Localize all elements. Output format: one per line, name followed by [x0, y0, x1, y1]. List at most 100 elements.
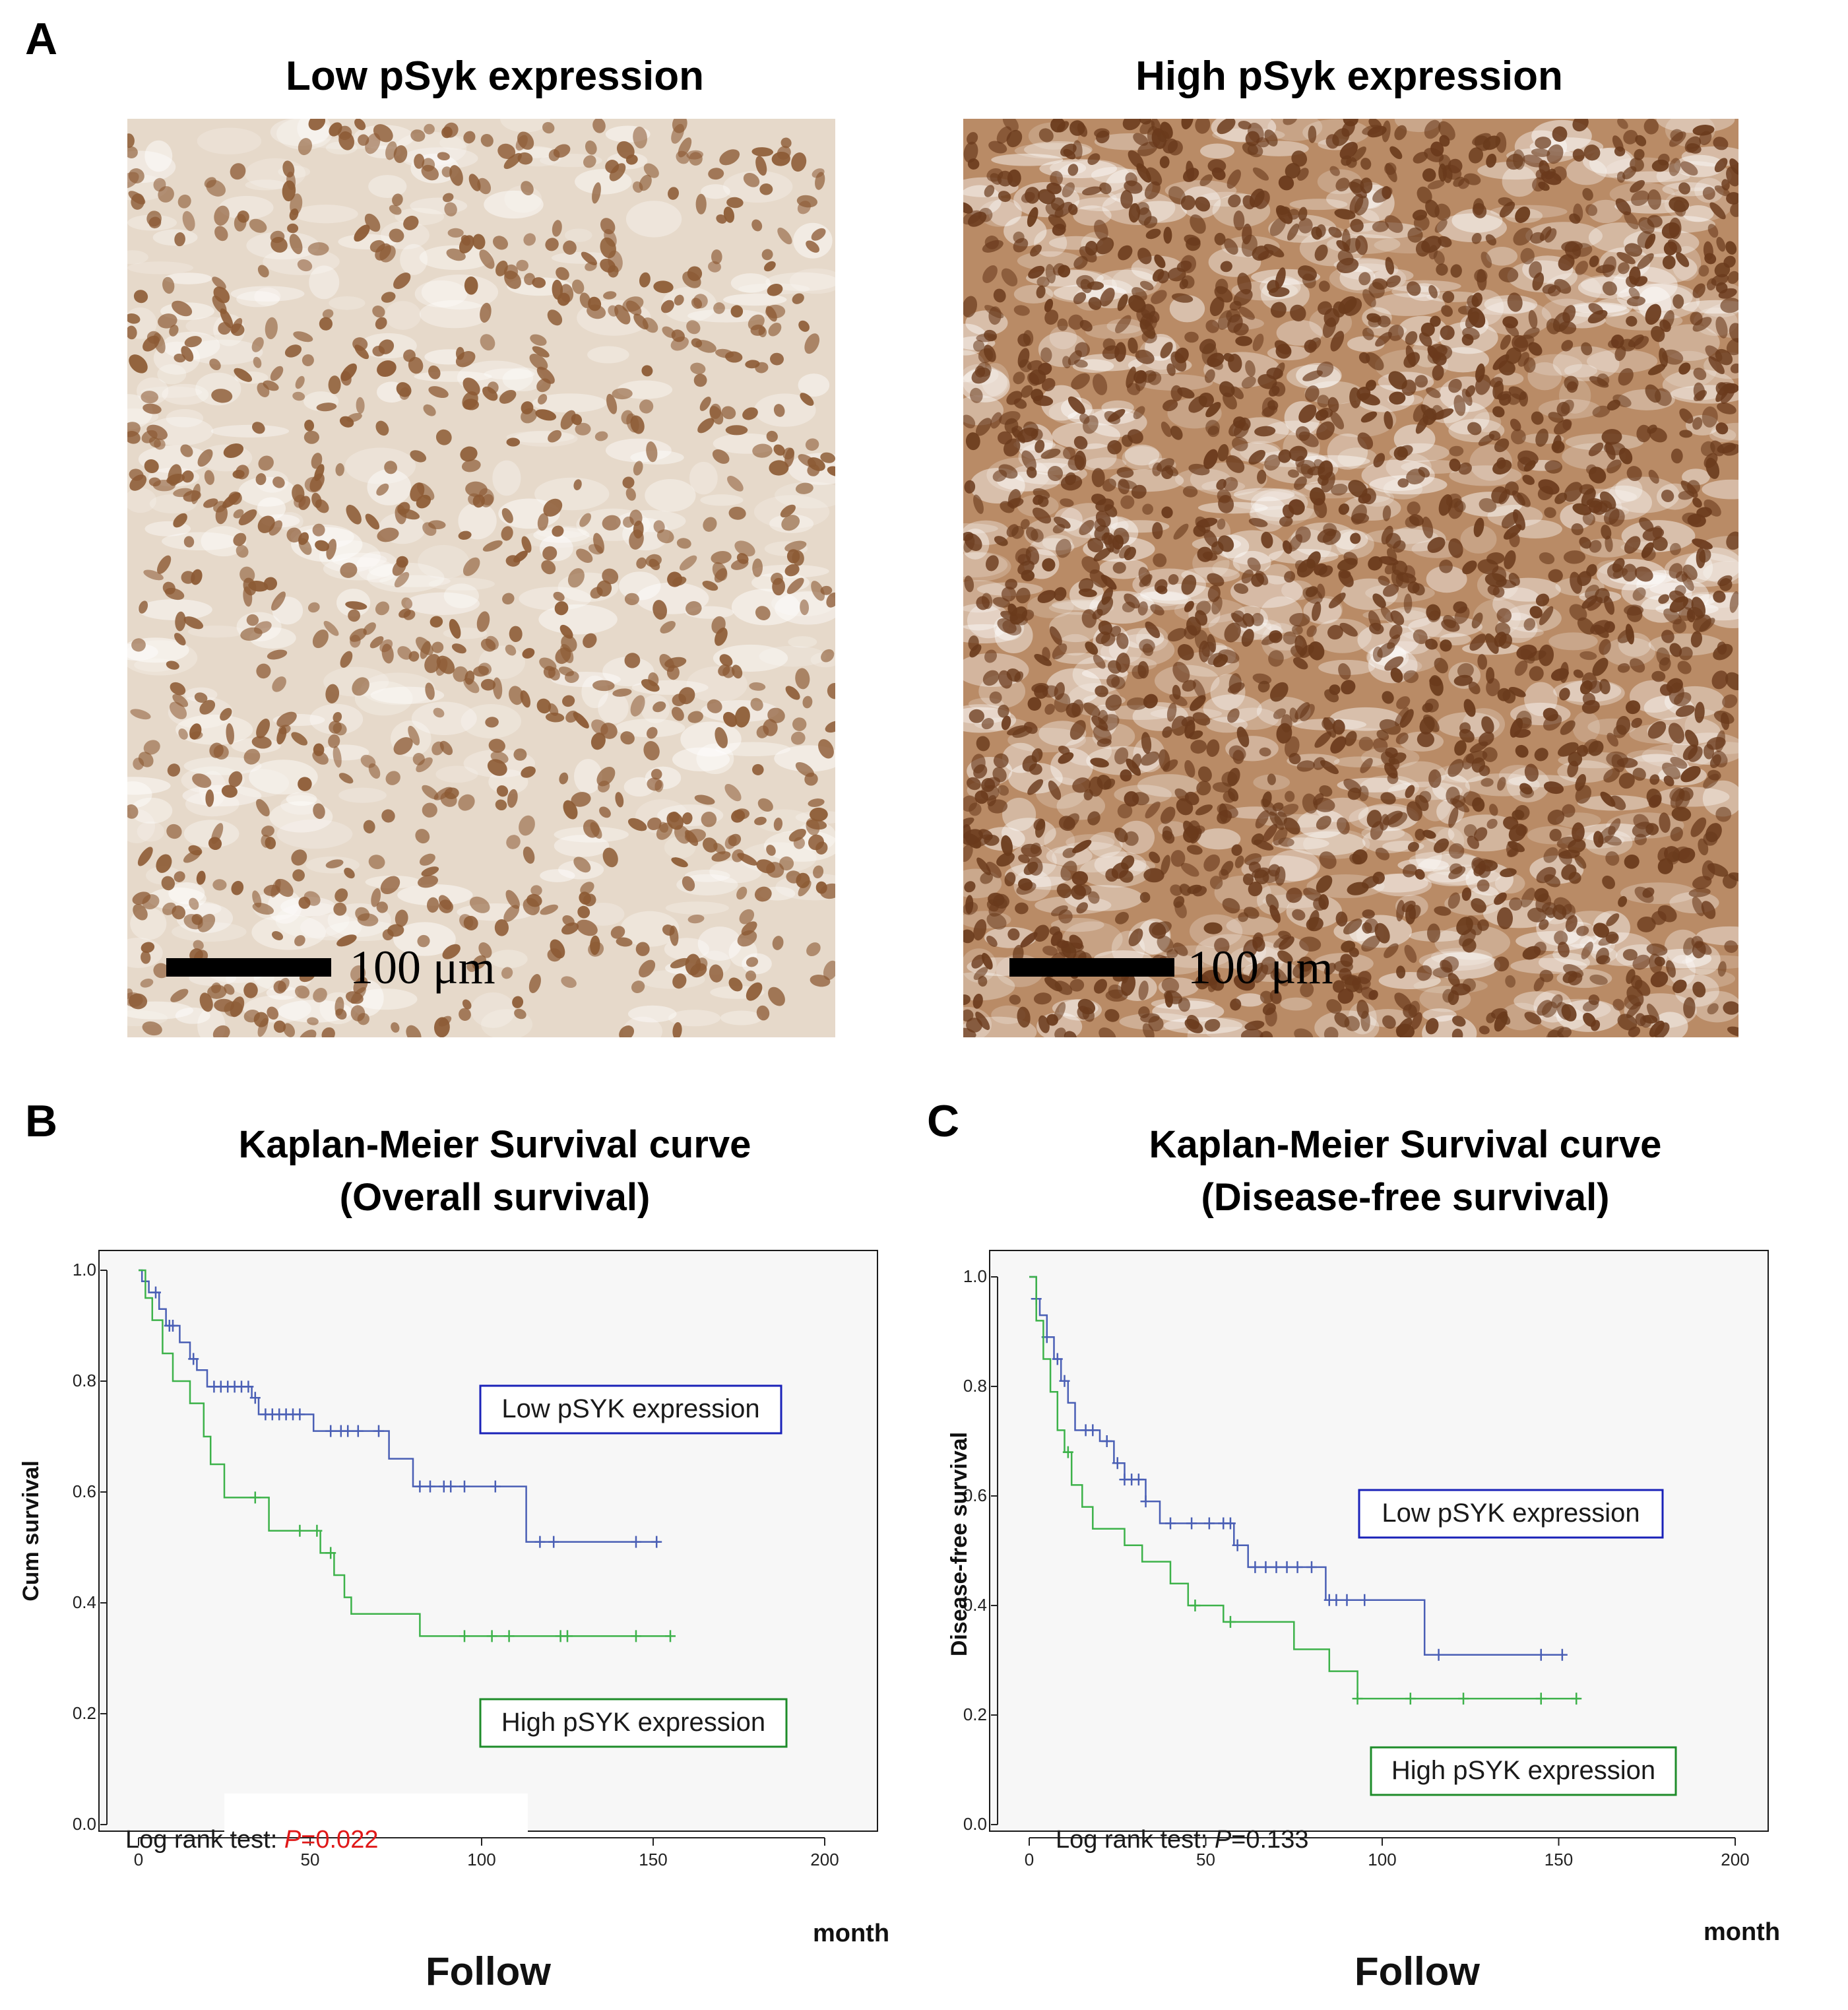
censor-mark: [459, 1480, 470, 1493]
censor-mark: [249, 1392, 261, 1404]
x-tick-label: 200: [1721, 1850, 1749, 1869]
series-high-pSYK: [1029, 1276, 1582, 1705]
censor-mark: [1112, 1457, 1123, 1470]
x-tick-label: 50: [1196, 1850, 1215, 1869]
censor-mark: [352, 1425, 364, 1437]
censor-mark: [562, 1630, 573, 1642]
censor-mark: [1087, 1424, 1099, 1437]
censor-mark: [631, 1630, 641, 1642]
plot-area: [989, 1250, 1769, 1832]
annotation-prefix: Log rank test:: [125, 1826, 284, 1854]
censor-mark: [373, 1425, 384, 1437]
x-tick-label: 200: [810, 1850, 839, 1869]
survival-step-line: [139, 1269, 670, 1637]
censor-mark: [1458, 1693, 1469, 1705]
y-tick-label: 0.4: [73, 1592, 96, 1612]
legend-label-low: Low pSYK expression: [501, 1394, 759, 1423]
censor-mark: [243, 1380, 254, 1393]
censor-mark: [486, 1630, 497, 1642]
y-tick-label: 1.0: [73, 1260, 96, 1280]
censor-mark: [459, 1630, 470, 1642]
censor-mark: [1341, 1594, 1353, 1606]
x-tick-label: 150: [639, 1850, 667, 1869]
blank-patch: [224, 1794, 528, 1834]
censor-mark: [1281, 1561, 1292, 1573]
censor-mark: [1260, 1561, 1271, 1573]
legend-label-high: High pSYK expression: [501, 1708, 765, 1737]
x-tick-label: 100: [467, 1850, 495, 1869]
chart-c-title: Kaplan-Meier Survival curve (Disease-fre…: [1023, 1118, 1788, 1224]
censor-mark: [631, 1536, 641, 1548]
censor-mark: [651, 1536, 662, 1548]
annotation-value: =0.022: [301, 1826, 378, 1854]
censor-mark: [1535, 1693, 1546, 1705]
left-image-title: Low pSyk expression: [286, 53, 704, 99]
x-axis-unit: month: [813, 1920, 889, 1947]
x-axis-label: Follow: [426, 1949, 551, 1994]
chart-c-title-line1: Kaplan-Meier Survival curve: [1149, 1123, 1662, 1166]
censor-mark: [1292, 1561, 1303, 1573]
y-tick-label: 1.0: [963, 1266, 987, 1286]
y-tick-label: 0.2: [73, 1703, 96, 1723]
cell-nuclei: [963, 119, 1738, 1037]
censor-mark: [249, 1491, 261, 1504]
x-tick-label: 150: [1545, 1850, 1573, 1869]
censor-mark: [325, 1547, 336, 1559]
survival-step-line: [1029, 1276, 1580, 1700]
censor-mark: [1186, 1517, 1197, 1530]
low-pSyk-micrograph: [127, 119, 835, 1037]
censor-mark: [1232, 1539, 1243, 1551]
y-tick-label: 0.6: [963, 1485, 987, 1505]
x-axis-label: Follow: [1354, 1949, 1480, 1994]
censor-mark: [414, 1480, 426, 1493]
censor-mark: [445, 1480, 457, 1493]
annotation-p: P: [284, 1826, 302, 1854]
annotation-prefix: Log rank test:: [1056, 1826, 1215, 1854]
censor-mark: [1331, 1594, 1342, 1606]
censor-mark: [490, 1480, 501, 1493]
chart-b-title: Kaplan-Meier Survival curve (Overall sur…: [66, 1118, 924, 1224]
chart-b-title-line2: (Overall survival): [339, 1176, 651, 1219]
y-axis-label: Disease-free survival: [947, 1432, 972, 1656]
y-tick-label: 0.2: [963, 1704, 987, 1724]
censor-mark: [1059, 1375, 1070, 1387]
legend-box-low: [479, 1384, 782, 1435]
censor-mark: [1062, 1446, 1073, 1458]
legend-box-high: [479, 1698, 788, 1748]
censor-mark: [534, 1536, 546, 1548]
high-pSyk-micrograph: [963, 119, 1738, 1037]
cell-nuclei: [127, 119, 835, 1037]
censor-mark: [425, 1480, 435, 1493]
censor-mark: [665, 1630, 676, 1642]
series-low-pSYK: [1029, 1276, 1568, 1661]
censor-mark: [1165, 1517, 1176, 1530]
y-tick-label: 0.8: [963, 1376, 987, 1396]
high-stain-tissue-image: [963, 119, 1738, 1037]
log-rank-annotation: Log rank test: P=0.133: [1056, 1826, 1308, 1854]
legend-label-low: Low pSYK expression: [1382, 1499, 1640, 1528]
low-stain-tissue-image: [127, 119, 835, 1037]
x-axis-unit: month: [1704, 1918, 1780, 1946]
panel-letter-b: B: [25, 1096, 58, 1146]
censor-mark: [188, 1353, 199, 1365]
chart-c-title-line2: (Disease-free survival): [1201, 1176, 1610, 1219]
y-tick-label: 0.4: [963, 1595, 987, 1615]
legend-label-high: High pSYK expression: [1391, 1756, 1655, 1785]
censor-mark: [1225, 1615, 1236, 1628]
censor-mark: [311, 1524, 323, 1537]
right-scale-bar: [1009, 958, 1174, 977]
y-axis-label: Cum survival: [18, 1460, 44, 1602]
censor-mark: [1052, 1353, 1063, 1365]
censor-mark: [1359, 1594, 1370, 1606]
right-image-title: High pSyk expression: [1135, 53, 1563, 99]
censor-mark: [1250, 1561, 1261, 1573]
km-chart-b: 0.0 0.2 0.4 0.6 0.8 1.0 0 50 100 150 200 Low pSYK e…: [18, 1250, 889, 1994]
censor-mark: [548, 1536, 559, 1548]
annotation-value: =0.133: [1231, 1826, 1308, 1854]
y-tick-label: 0.0: [73, 1814, 96, 1834]
x-tick-label: 0: [134, 1850, 143, 1869]
left-scale-label: 100 μm: [350, 941, 495, 994]
left-scale-bar: [166, 958, 331, 977]
panel-letter-c: C: [927, 1096, 960, 1146]
